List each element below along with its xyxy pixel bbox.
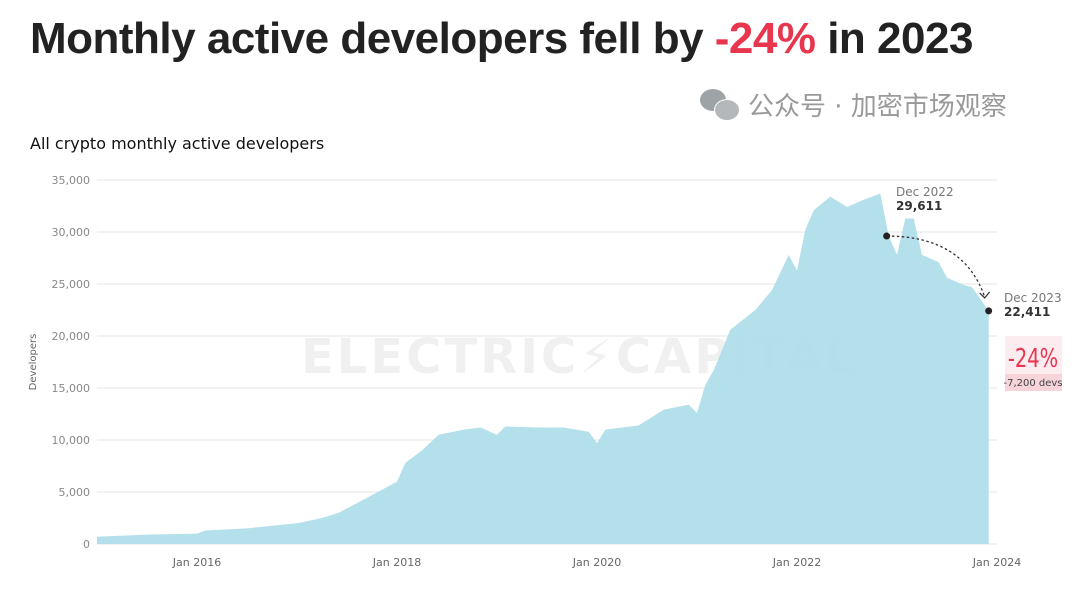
chart-title: All crypto monthly active developers [30,134,325,153]
x-tick-label: Jan 2024 [972,556,1021,569]
annotation-value: 29,611 [896,199,942,213]
y-tick-label: 0 [83,538,90,551]
x-tick-label: Jan 2022 [772,556,821,569]
change-percent: -24% [1008,344,1058,373]
annotation-point-dec-2023 [985,307,993,315]
y-tick-label: 25,000 [52,278,91,291]
arrow-head-icon [979,291,991,299]
wechat-watermark: 公众号 · 加密市场观察 [700,86,1007,123]
headline-highlight: -24% [714,14,816,63]
headline-suffix: in 2023 [815,14,973,63]
y-tick-label: 10,000 [52,434,91,447]
y-axis-label: Developers [28,334,39,391]
y-tick-label: 5,000 [59,486,91,499]
area-series [97,193,989,544]
annotation-label: Dec 2023 [1004,291,1062,305]
y-tick-label: 20,000 [52,330,91,343]
y-tick-label: 35,000 [52,174,91,187]
headline-text: Monthly active developers fell by [30,14,715,63]
x-tick-label: Jan 2018 [372,556,421,569]
annotation-point-dec-2022 [883,232,891,240]
arrow-connector [886,235,986,298]
y-tick-label: 30,000 [52,226,91,239]
change-badge-sub [1005,374,1062,391]
annotation-label: Dec 2022 [896,185,954,199]
annotation-value: 22,411 [1004,305,1050,319]
x-tick-label: Jan 2020 [572,556,621,569]
change-devs: -7,200 devs [1003,378,1062,389]
headline: Monthly active developers fell by -24% i… [30,14,973,64]
wechat-icon [700,88,740,121]
y-tick-label: 15,000 [52,382,91,395]
wechat-watermark-text: 公众号 · 加密市场观察 [748,92,1007,122]
x-tick-label: Jan 2016 [172,556,221,569]
